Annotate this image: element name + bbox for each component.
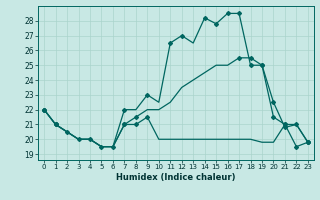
X-axis label: Humidex (Indice chaleur): Humidex (Indice chaleur) xyxy=(116,173,236,182)
